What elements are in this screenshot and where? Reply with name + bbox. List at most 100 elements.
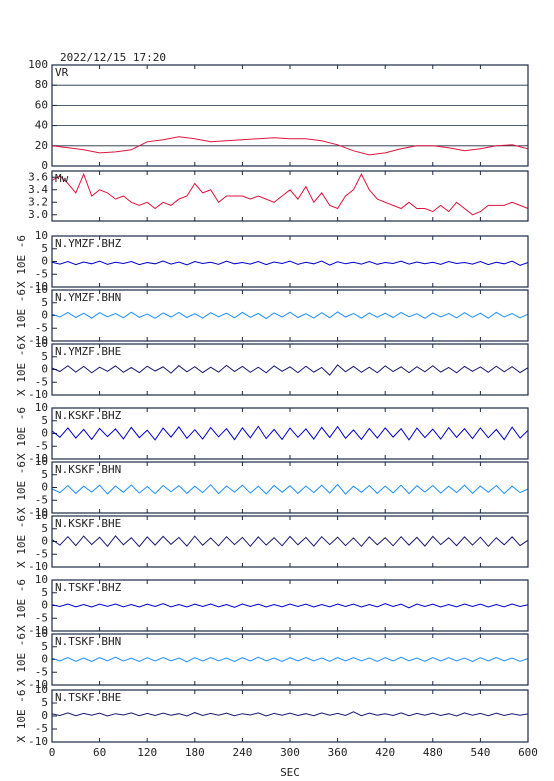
y-tick-label: 80 bbox=[35, 78, 48, 91]
y-tick-label: 3.2 bbox=[28, 195, 48, 208]
x-tick-label: 120 bbox=[137, 746, 157, 759]
y-tick-label: -5 bbox=[35, 722, 48, 735]
x-tick-label: 60 bbox=[93, 746, 106, 759]
chart-title: 2022/12/15 17:20 bbox=[60, 51, 166, 64]
panel-label: N.YMZF.BHZ bbox=[55, 237, 122, 250]
panel-label: N.TSKF.BHZ bbox=[55, 581, 122, 594]
x-tick-label: 360 bbox=[328, 746, 348, 759]
x-tick-label: 540 bbox=[470, 746, 490, 759]
y-tick-label: 3.0 bbox=[28, 208, 48, 221]
y-tick-label: -5 bbox=[35, 321, 48, 334]
trace bbox=[51, 260, 529, 266]
y-tick-label: 10 bbox=[35, 229, 48, 242]
y-tick-label: 5 bbox=[41, 414, 48, 427]
y-tick-label: -10 bbox=[28, 678, 48, 691]
y-tick-label: -10 bbox=[28, 624, 48, 637]
y-tick-label: -10 bbox=[28, 560, 48, 573]
y-tick-label: -5 bbox=[35, 611, 48, 624]
y-tick-label: 10 bbox=[35, 573, 48, 586]
trace bbox=[51, 311, 529, 320]
panel-label: N.KSKF.BHE bbox=[55, 517, 121, 530]
y-tick-label: 0 bbox=[41, 427, 48, 440]
y-tick-label: 5 bbox=[41, 468, 48, 481]
y-tick-label: 0 bbox=[41, 159, 48, 172]
y-tick-label: 3.6 bbox=[28, 170, 48, 183]
y-axis-label: X 10E -6 bbox=[15, 461, 28, 514]
y-tick-label: -5 bbox=[35, 493, 48, 506]
panel-frame bbox=[51, 461, 529, 514]
y-tick-label: 100 bbox=[28, 58, 48, 71]
y-tick-label: 5 bbox=[41, 640, 48, 653]
y-tick-label: 5 bbox=[41, 242, 48, 255]
y-tick-label: 10 bbox=[35, 283, 48, 296]
y-tick-label: 5 bbox=[41, 586, 48, 599]
y-axis-label: X 10E -6 bbox=[15, 289, 28, 342]
y-tick-label: 0 bbox=[41, 309, 48, 322]
y-tick-label: 10 bbox=[35, 509, 48, 522]
y-tick-label: 5 bbox=[41, 696, 48, 709]
trace bbox=[51, 136, 529, 156]
panel-label: N.YMZF.BHE bbox=[55, 345, 121, 358]
panel-label: N.KSKF.BHN bbox=[55, 463, 121, 476]
y-tick-label: 0 bbox=[41, 255, 48, 268]
panel-label: Mw bbox=[55, 172, 69, 185]
y-tick-label: -10 bbox=[28, 735, 48, 748]
panel-label: N.TSKF.BHE bbox=[55, 691, 121, 704]
y-tick-label: 60 bbox=[35, 98, 48, 111]
trace bbox=[51, 711, 529, 717]
y-axis-label: X 10E -6 bbox=[15, 690, 28, 743]
trace bbox=[51, 425, 529, 441]
y-axis-label: X 10E -6 bbox=[15, 407, 28, 460]
panel-label: N.YMZF.BHN bbox=[55, 291, 121, 304]
y-tick-label: -10 bbox=[28, 334, 48, 347]
y-tick-label: 0 bbox=[41, 481, 48, 494]
trace bbox=[51, 364, 529, 376]
panel-frame bbox=[51, 407, 529, 460]
x-tick-label: 240 bbox=[232, 746, 252, 759]
y-tick-label: -5 bbox=[35, 439, 48, 452]
x-tick-label: 600 bbox=[518, 746, 538, 759]
y-tick-label: -5 bbox=[35, 547, 48, 560]
x-tick-label: 0 bbox=[49, 746, 56, 759]
x-tick-label: 420 bbox=[375, 746, 395, 759]
panel-frame bbox=[51, 343, 529, 396]
y-axis-label: X 10E -6 bbox=[15, 343, 28, 396]
y-tick-label: 10 bbox=[35, 455, 48, 468]
panel-frame bbox=[51, 235, 529, 288]
y-tick-label: 10 bbox=[35, 683, 48, 696]
y-tick-label: 40 bbox=[35, 119, 48, 132]
panel-frame bbox=[51, 579, 529, 632]
y-tick-label: -10 bbox=[28, 280, 48, 293]
y-axis-label: X 10E -6 bbox=[15, 515, 28, 568]
x-tick-label: 300 bbox=[280, 746, 300, 759]
trace bbox=[51, 535, 529, 548]
y-tick-label: 0 bbox=[41, 709, 48, 722]
y-tick-label: 20 bbox=[35, 139, 48, 152]
panel-frame bbox=[51, 64, 529, 167]
panel-frame bbox=[51, 689, 529, 743]
y-tick-label: 10 bbox=[35, 627, 48, 640]
y-tick-label: -5 bbox=[35, 665, 48, 678]
panel-frame bbox=[51, 515, 529, 568]
y-tick-label: 0 bbox=[41, 535, 48, 548]
y-axis-label: X 10E -6 bbox=[15, 579, 28, 632]
x-axis-label: SEC bbox=[280, 766, 300, 779]
y-tick-label: -10 bbox=[28, 452, 48, 465]
trace bbox=[51, 603, 529, 609]
panel-label: N.KSKF.BHZ bbox=[55, 409, 122, 422]
y-tick-label: 5 bbox=[41, 296, 48, 309]
y-tick-label: 10 bbox=[35, 337, 48, 350]
x-tick-label: 180 bbox=[185, 746, 205, 759]
y-tick-label: 0 bbox=[41, 653, 48, 666]
y-tick-label: 0 bbox=[41, 599, 48, 612]
trace bbox=[51, 656, 529, 663]
y-axis-label: X 10E -6 bbox=[15, 633, 28, 686]
x-tick-label: 480 bbox=[423, 746, 443, 759]
y-tick-label: -5 bbox=[35, 267, 48, 280]
y-axis-label: X 10E -6 bbox=[15, 235, 28, 288]
y-tick-label: -10 bbox=[28, 506, 48, 519]
panel-frame bbox=[51, 170, 529, 222]
y-tick-label: 5 bbox=[41, 350, 48, 363]
panel-frame bbox=[51, 289, 529, 342]
